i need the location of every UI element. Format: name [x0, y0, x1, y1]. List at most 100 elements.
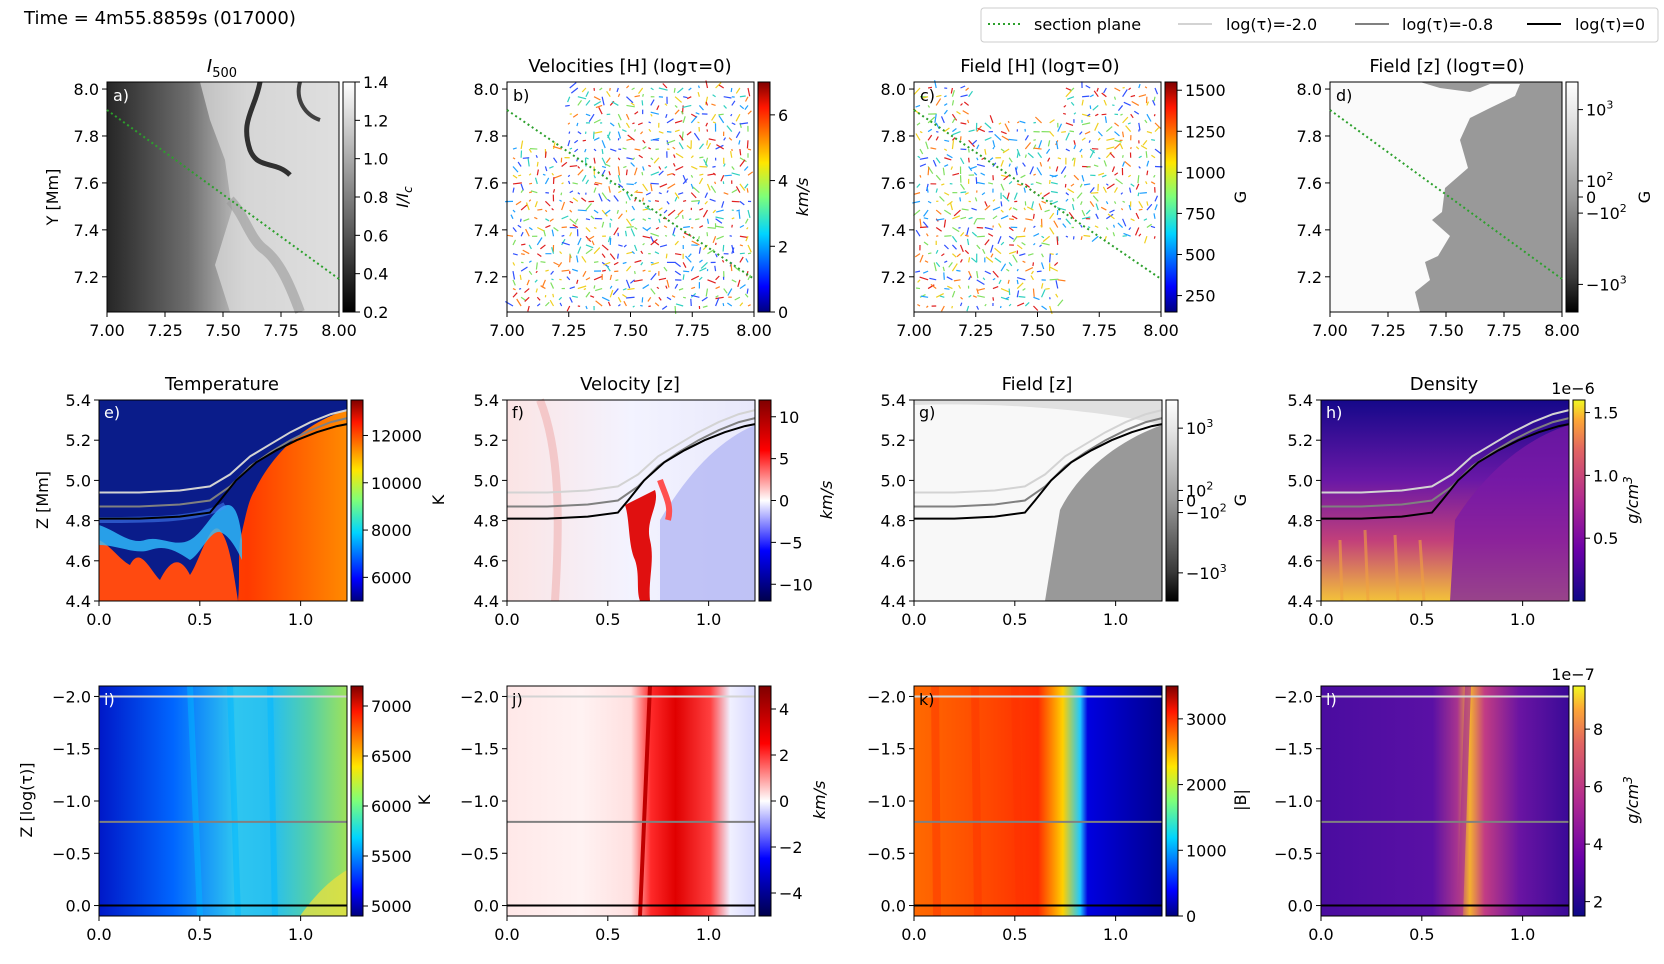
quiver-arrow — [675, 152, 684, 159]
quiver-arrow — [593, 209, 599, 214]
quiver-arrow — [1154, 204, 1158, 211]
quiver-arrow — [976, 163, 985, 168]
quiver-arrow — [710, 185, 717, 193]
quiver-arrow — [1089, 148, 1096, 154]
quiver-arrow — [1093, 164, 1099, 168]
colorbar-tick-label: 1.5 — [1593, 404, 1618, 423]
quiver-arrow — [943, 209, 952, 215]
tau-lines-i — [99, 695, 347, 907]
quiver-arrow — [664, 103, 668, 106]
quiver-arrow — [585, 157, 589, 160]
quiver-bg-c — [914, 82, 1161, 312]
quiver-arrow — [1067, 188, 1075, 194]
quiver-arrow — [648, 305, 651, 308]
quiver-arrow — [715, 225, 724, 229]
legend-label-tau-0: log(τ)=0 — [1575, 15, 1645, 34]
y-tick-label: −2.0 — [52, 687, 91, 706]
tau-lines-l — [1321, 695, 1569, 907]
quiver-arrow — [976, 181, 985, 185]
quiver-arrow — [1093, 90, 1099, 98]
panel-g: Field [z] g) 0.0 0.5 1.0 4.4 4.6 4.8 5.0 5.2 5.… — [881, 374, 1250, 629]
y-tick-label: −1.0 — [52, 792, 91, 811]
quiver-arrow — [707, 226, 716, 229]
quiver-arrow — [1057, 299, 1064, 307]
quiver-arrow — [622, 261, 627, 265]
quiver-arrow — [650, 171, 660, 176]
quiver-arrow — [626, 85, 630, 89]
quiver-arrow — [746, 227, 749, 230]
quiver-arrow — [739, 159, 746, 167]
quiver-arrow — [1063, 112, 1067, 115]
quiver-arrow — [595, 300, 603, 307]
quiver-arrow — [998, 279, 1002, 285]
quiver-arrow — [1031, 270, 1034, 275]
y-tick-label: 5.2 — [1288, 431, 1313, 450]
quiver-arrow — [593, 247, 601, 255]
tau-lines-k — [914, 695, 1162, 907]
quiver-arrow — [630, 218, 635, 222]
panel-e: Temperature e) 0.0 0.5 1.0 4.4 4.6 4.8 5.0 5.2… — [33, 374, 448, 629]
quiver-arrow — [609, 274, 613, 280]
quiver-arrow — [722, 244, 725, 252]
quiver-arrow — [585, 277, 591, 281]
quiver-arrow — [520, 296, 526, 301]
panel-d: Field [z] (logτ=0) d) 7.00 7.25 7.50 7.75 8.… — [1297, 56, 1654, 340]
quiver-arrow — [1012, 254, 1018, 263]
quiver-arrow — [998, 223, 1002, 228]
colorbar-ticks-c: 250 500 750 1000 1250 1500 — [1177, 81, 1226, 306]
quiver-arrow — [992, 162, 997, 167]
quiver-arrow — [923, 241, 929, 246]
low-density-region-h — [1450, 425, 1569, 601]
quiver-arrow — [746, 140, 749, 149]
quiver-arrow — [917, 279, 921, 283]
quiver-arrow — [520, 266, 528, 272]
quiver-arrow — [1039, 244, 1042, 248]
quiver-arrow — [642, 269, 646, 272]
dark-lane-a — [244, 81, 292, 177]
quiver-arrow — [1138, 94, 1147, 98]
quiver-arrow — [992, 199, 996, 202]
y-tick-label: 4.8 — [474, 512, 499, 531]
quiver-arrow — [1057, 279, 1066, 282]
quiver-arrow — [1020, 174, 1026, 179]
quiver-arrow — [1154, 195, 1159, 202]
quiver-arrow — [1012, 235, 1018, 243]
quiver-arrow — [974, 197, 978, 202]
quiver-arrow — [675, 303, 684, 307]
quiver-arrow — [941, 183, 945, 186]
quiver-arrow — [1113, 201, 1117, 204]
quiver-arrow — [739, 284, 746, 290]
quiver-arrow — [960, 122, 967, 125]
colorbar-b — [757, 81, 771, 313]
quiver-arrow — [1024, 154, 1027, 158]
quiver-arrow — [601, 192, 608, 200]
y-tick-label: 7.2 — [474, 268, 499, 287]
quiver-arrow — [1106, 183, 1115, 190]
quiver-arrow — [704, 192, 709, 199]
quiver-arrow — [567, 96, 571, 103]
quiver-arrow — [1041, 235, 1045, 239]
quiver-arrow — [1049, 278, 1059, 281]
quiver-arrow — [1154, 122, 1162, 129]
colorbar-tick-label: 102 — [1186, 479, 1213, 500]
y-tick-label: 5.4 — [474, 391, 499, 410]
quiver-arrow — [1044, 209, 1050, 213]
quiver-arrow — [627, 134, 635, 141]
quiver-arrow — [992, 286, 999, 290]
quiver-arrow — [1008, 235, 1014, 240]
quiver-arrow — [936, 94, 942, 98]
quiver-arrow — [1114, 122, 1120, 127]
quiver-arrow — [642, 139, 646, 144]
quiver-arrow — [672, 173, 676, 176]
panel-title-g: Field [z] — [1002, 374, 1073, 395]
quiver-arrow — [642, 197, 644, 202]
x-tick-label: 8.00 — [736, 321, 772, 340]
quiver-arrow — [512, 253, 518, 256]
quiver-arrow — [595, 104, 603, 109]
quiver-arrow — [1033, 139, 1036, 141]
quiver-arrow — [963, 101, 969, 106]
quiver-arrow — [715, 242, 717, 246]
quiver-arrow — [516, 298, 522, 307]
colorbar-label-i: K — [415, 794, 434, 805]
quiver-arrow — [674, 120, 683, 124]
